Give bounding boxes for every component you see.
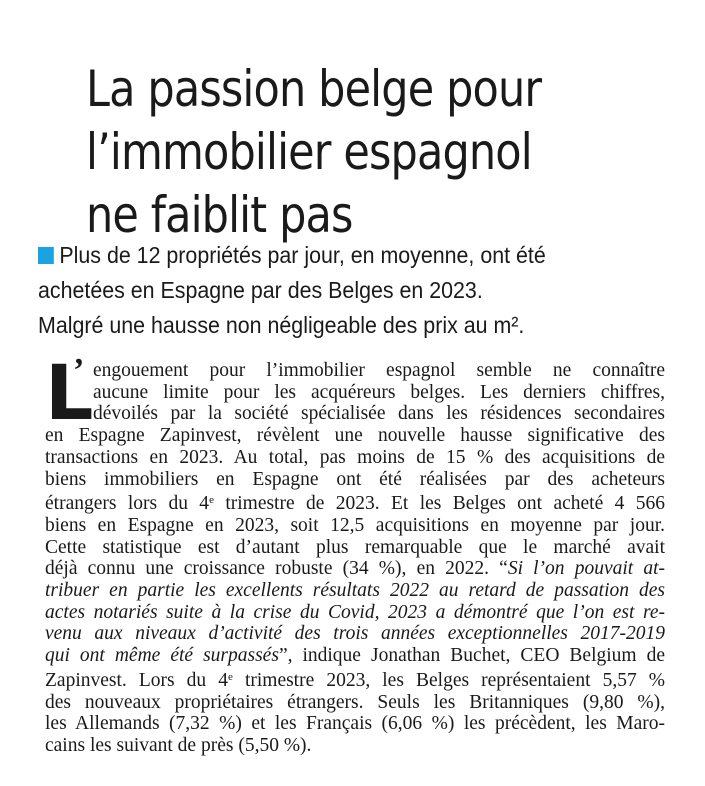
body-line: venu aux niveaux d’activité des trois an… — [45, 623, 665, 645]
lead-paragraph: Plus de 12 propriétés par jour, en moyen… — [38, 238, 670, 343]
blue-square-bullet-icon — [38, 247, 54, 264]
body-line: qui ont même été surpassés”, indique Jon… — [45, 645, 666, 667]
headline: La passion belge pour l’immobilier espag… — [86, 58, 602, 247]
body-line: les Allemands (7,32 %) et les Français (… — [45, 713, 665, 735]
quote-text: Si l’on pouvait at- — [507, 558, 665, 580]
body-line: cains les suivant de près (5,50 %). — [45, 734, 312, 756]
quote-text: qui ont même été surpassés — [45, 645, 279, 667]
lead-line: Plus de 12 propriétés par jour, en moyen… — [38, 238, 670, 273]
body-line: Cette statistique est d’autant plus rema… — [45, 536, 665, 558]
body-line: transactions en 2023. Au total, pas moin… — [45, 446, 665, 468]
body-line: étrangers lors du 4e trimestre de 2023. … — [45, 493, 665, 515]
quote-text: venu aux niveaux d’activité des trois an… — [45, 623, 665, 645]
body-line: des nouveaux propriétaires étrangers. Se… — [45, 691, 665, 713]
quote-text: tribuer en partie les excellents résulta… — [45, 580, 665, 602]
headline-line: La passion belge pour — [86, 59, 542, 118]
lead-line: achetées en Espagne par des Belges en 20… — [38, 277, 483, 303]
body-line: biens en Espagne en 2023, soit 12,5 acqu… — [45, 514, 665, 536]
headline-line: l’immobilier espagnol — [86, 122, 533, 181]
drop-cap-apostrophe: ’ — [73, 352, 85, 389]
body-line: déjà connu une croissance robuste (34 %)… — [45, 558, 665, 580]
quote-text: actes notariés suite à la crise du Covid… — [45, 601, 665, 623]
headline-line: ne faiblit pas — [86, 185, 353, 244]
body-line: dévoilés par la société spécialisée dans… — [93, 403, 665, 425]
lead-line: Malgré une hausse non négligeable des pr… — [38, 312, 525, 338]
body-line: engouement pour l’immobilier espagnol se… — [93, 360, 665, 381]
lead-text: Plus de 12 propriétés par jour, en moyen… — [59, 242, 546, 268]
body-line: aucune limite pour les acquéreurs belges… — [93, 381, 665, 403]
body-line: actes notariés suite à la crise du Covid… — [45, 602, 665, 624]
body-line: biens immobiliers en Espagne ont été réa… — [45, 468, 665, 490]
drop-cap: L — [45, 348, 94, 437]
body-line: Zapinvest. Lors du 4e trimestre 2023, le… — [45, 669, 666, 691]
body-line: tribuer en partie les excellents résulta… — [45, 580, 665, 602]
article-body: engouement pour l’immobilier espagnol se… — [45, 360, 665, 757]
body-line: en Espagne Zapinvest, révèlent une nouve… — [45, 425, 665, 447]
